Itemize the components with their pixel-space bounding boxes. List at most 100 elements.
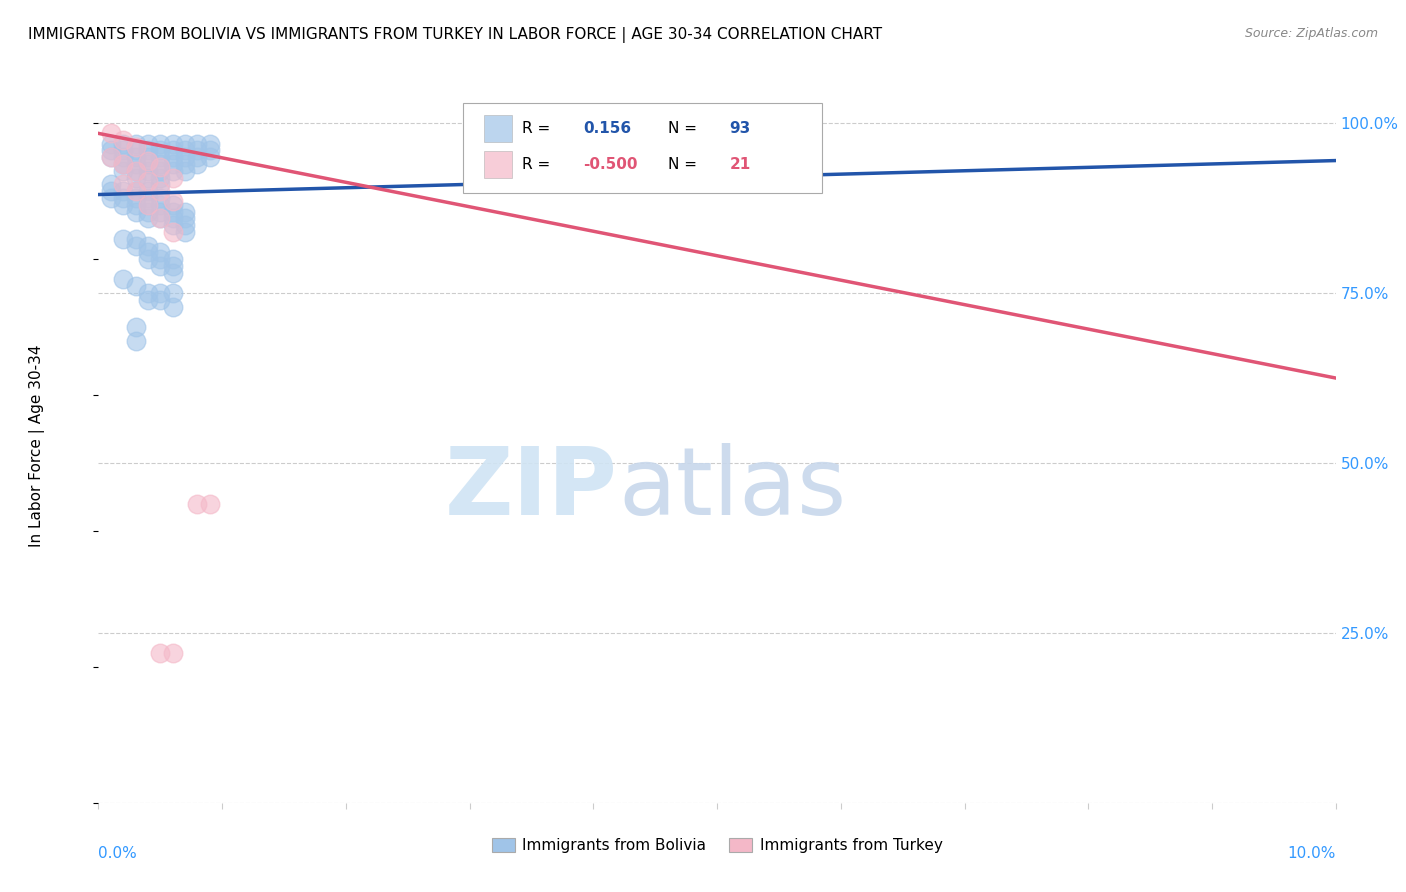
Point — [149, 198, 172, 212]
Point — [112, 163, 135, 178]
Point — [149, 170, 172, 185]
Text: 93: 93 — [730, 121, 751, 136]
Legend: Immigrants from Bolivia, Immigrants from Turkey: Immigrants from Bolivia, Immigrants from… — [485, 832, 949, 859]
Point — [186, 497, 208, 511]
Point — [186, 157, 208, 171]
Point — [174, 144, 197, 158]
Point — [124, 232, 146, 246]
Point — [100, 191, 122, 205]
Point — [124, 238, 146, 252]
Point — [124, 198, 146, 212]
Text: ZIP: ZIP — [446, 442, 619, 535]
Point — [162, 170, 184, 185]
Point — [162, 211, 184, 226]
Text: -0.500: -0.500 — [583, 157, 638, 171]
Point — [112, 178, 135, 192]
Point — [136, 286, 159, 301]
Point — [149, 157, 172, 171]
Point — [124, 170, 146, 185]
Point — [198, 150, 221, 164]
Point — [136, 252, 159, 266]
Point — [149, 211, 172, 226]
Point — [124, 136, 146, 151]
Point — [124, 184, 146, 198]
Point — [149, 144, 172, 158]
Point — [136, 144, 159, 158]
Point — [149, 191, 172, 205]
Point — [112, 133, 135, 147]
Point — [112, 150, 135, 164]
Point — [112, 157, 135, 171]
Point — [174, 136, 197, 151]
Point — [174, 150, 197, 164]
Point — [112, 191, 135, 205]
Text: Source: ZipAtlas.com: Source: ZipAtlas.com — [1244, 27, 1378, 40]
Text: 21: 21 — [730, 157, 751, 171]
Point — [198, 144, 221, 158]
Point — [100, 178, 122, 192]
Point — [162, 225, 184, 239]
Text: 0.156: 0.156 — [583, 121, 631, 136]
Point — [124, 191, 146, 205]
Point — [174, 204, 197, 219]
Point — [162, 286, 184, 301]
Point — [112, 157, 135, 171]
Point — [136, 136, 159, 151]
Point — [136, 150, 159, 164]
Point — [100, 136, 122, 151]
Point — [149, 184, 172, 198]
Point — [149, 286, 172, 301]
FancyBboxPatch shape — [485, 151, 512, 178]
Text: atlas: atlas — [619, 442, 846, 535]
Point — [100, 150, 122, 164]
Point — [149, 252, 172, 266]
Point — [149, 646, 172, 660]
Point — [112, 232, 135, 246]
Point — [149, 150, 172, 164]
Point — [149, 136, 172, 151]
Point — [174, 211, 197, 226]
Text: N =: N = — [668, 121, 696, 136]
Point — [149, 245, 172, 260]
Text: R =: R = — [522, 157, 550, 171]
Point — [186, 144, 208, 158]
Point — [149, 161, 172, 175]
Point — [174, 163, 197, 178]
Point — [112, 198, 135, 212]
Point — [124, 320, 146, 334]
Point — [136, 170, 159, 185]
Point — [124, 157, 146, 171]
Point — [174, 225, 197, 239]
Text: 10.0%: 10.0% — [1288, 846, 1336, 861]
Point — [136, 245, 159, 260]
Point — [162, 266, 184, 280]
Point — [162, 646, 184, 660]
Point — [162, 252, 184, 266]
Point — [124, 334, 146, 348]
Point — [100, 150, 122, 164]
Point — [112, 144, 135, 158]
Point — [112, 184, 135, 198]
Point — [162, 163, 184, 178]
Point — [149, 178, 172, 192]
Point — [162, 259, 184, 273]
Point — [124, 163, 146, 178]
Point — [149, 293, 172, 307]
Point — [136, 184, 159, 198]
Point — [174, 157, 197, 171]
Point — [149, 259, 172, 273]
FancyBboxPatch shape — [464, 103, 823, 193]
Point — [162, 144, 184, 158]
Point — [198, 136, 221, 151]
Point — [136, 174, 159, 188]
Point — [174, 218, 197, 232]
Point — [162, 300, 184, 314]
FancyBboxPatch shape — [485, 115, 512, 142]
Point — [136, 153, 159, 168]
Point — [124, 150, 146, 164]
Point — [162, 204, 184, 219]
Text: N =: N = — [668, 157, 696, 171]
Point — [136, 204, 159, 219]
Point — [100, 144, 122, 158]
Point — [124, 204, 146, 219]
